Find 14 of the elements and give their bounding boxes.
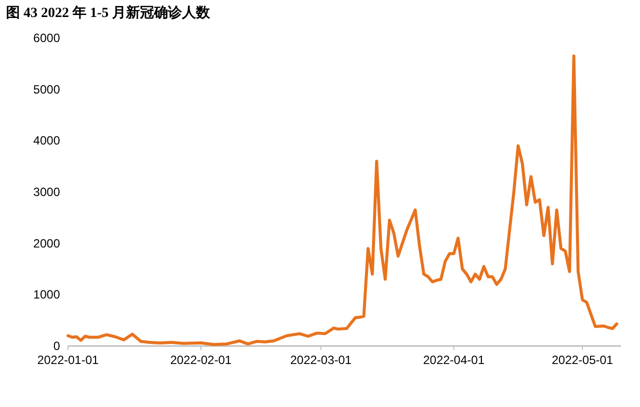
- y-tick-label: 5000: [33, 82, 60, 96]
- y-tick-label: 6000: [33, 31, 60, 45]
- chart-title: 图 43 2022 年 1-5 月新冠确诊人数: [6, 4, 212, 21]
- x-tick-label: 2022-04-01: [423, 353, 485, 367]
- x-tick-label: 2022-02-01: [170, 353, 232, 367]
- y-tick-label: 2000: [33, 236, 60, 250]
- x-tick-label: 2022-03-01: [290, 353, 352, 367]
- y-tick-label: 1000: [33, 288, 60, 302]
- y-tick-label: 4000: [33, 134, 60, 148]
- x-tick-label: 2022-01-01: [37, 353, 100, 367]
- y-tick-label: 0: [53, 339, 60, 353]
- line-series: [66, 54, 618, 346]
- x-tick-label: 2022-05-01: [552, 353, 614, 367]
- y-tick-label: 3000: [33, 185, 60, 199]
